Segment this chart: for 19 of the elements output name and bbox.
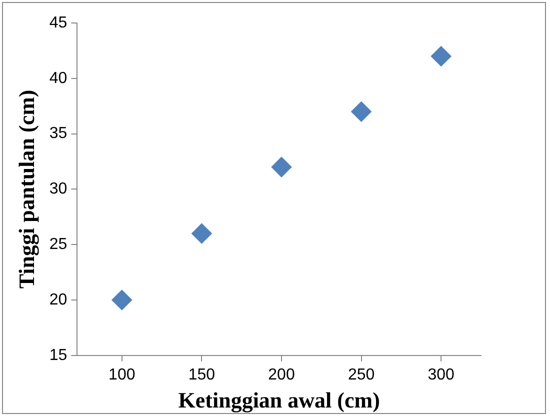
point [351,102,372,122]
x-tick-label: 100 [108,366,136,384]
y-axis-title: Tinggi pantulan (cm) [14,90,39,289]
x-axis-title: Ketinggian awal (cm) [178,387,380,412]
x-tick-label: 300 [428,366,455,384]
y-tick-label: 45 [49,14,68,32]
point [192,224,212,244]
y-tick-label: 30 [49,180,68,198]
x-tick-label: 250 [348,366,375,384]
y-tick-label: 25 [49,236,68,254]
y-tick-label: 15 [49,346,68,364]
point [271,157,292,178]
point [112,290,132,310]
y-tick-label: 40 [49,70,68,87]
point [431,46,452,66]
y-tick-label: 35 [49,125,68,142]
x-tick-label: 150 [188,366,216,384]
x-tick-label: 200 [268,366,295,384]
y-tick-label: 20 [49,291,68,308]
